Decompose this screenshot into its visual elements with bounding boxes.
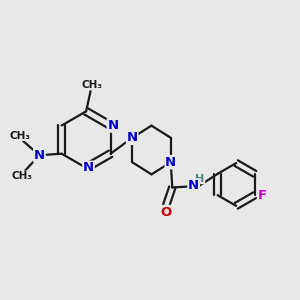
Text: O: O: [160, 206, 171, 219]
Text: F: F: [258, 189, 267, 202]
Text: CH₃: CH₃: [12, 171, 33, 181]
Text: N: N: [127, 131, 138, 144]
Text: N: N: [165, 156, 176, 169]
Text: CH₃: CH₃: [10, 130, 31, 141]
Text: CH₃: CH₃: [82, 80, 103, 90]
Text: N: N: [188, 179, 199, 192]
Text: N: N: [83, 161, 94, 174]
Text: H: H: [195, 173, 205, 184]
Text: N: N: [34, 149, 45, 162]
Text: N: N: [107, 119, 118, 132]
